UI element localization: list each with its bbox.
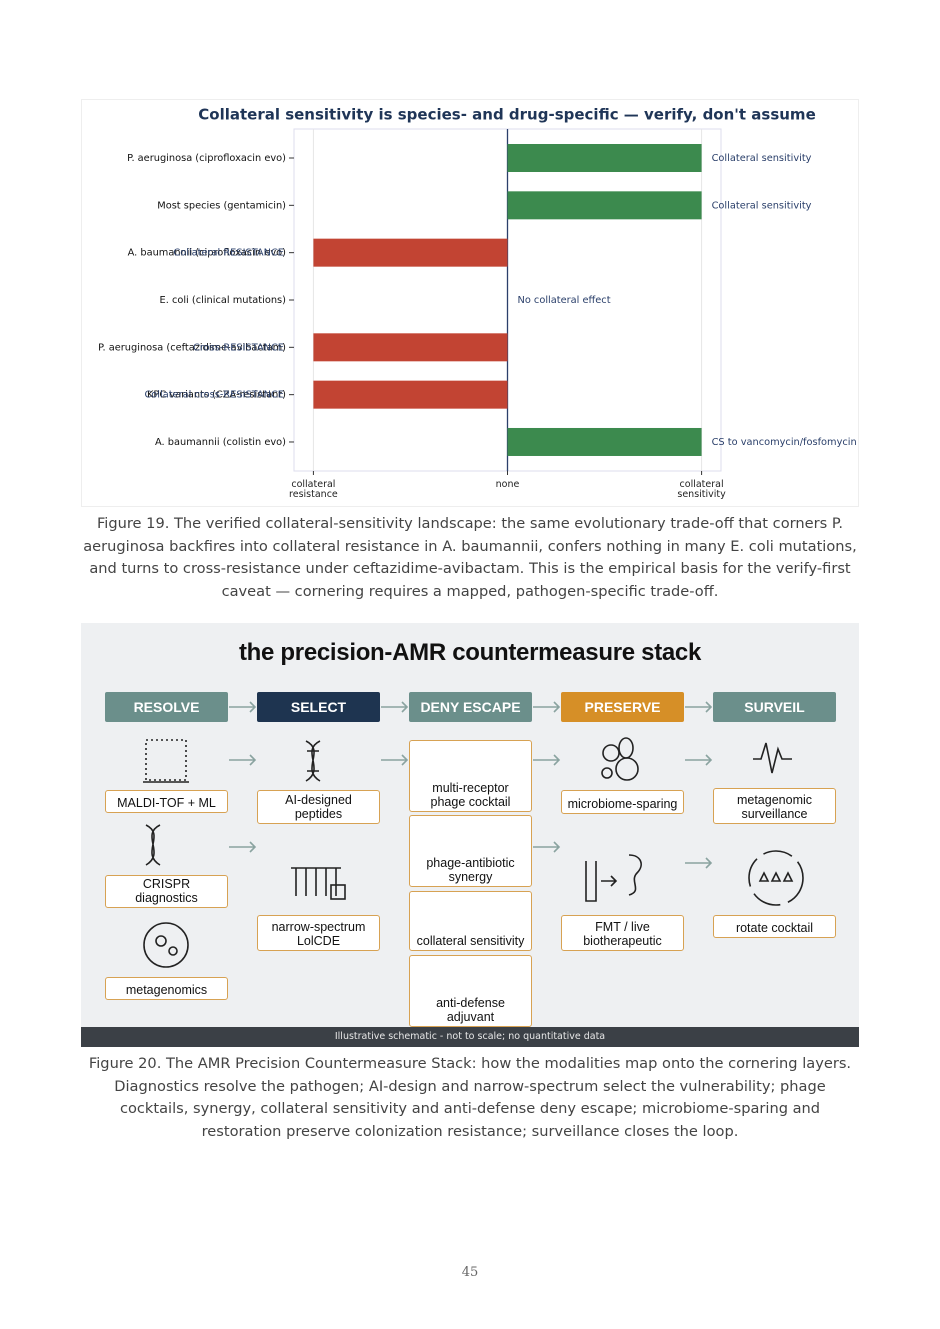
bar-annotation: Cross-RESISTANCE bbox=[193, 342, 284, 353]
bar-annotation: No collateral effect bbox=[518, 295, 611, 306]
bar-annotation: Collateral sensitivity bbox=[712, 153, 812, 164]
column-header: DENY ESCAPE bbox=[409, 692, 532, 722]
modality-box: microbiome-sparing bbox=[561, 790, 684, 814]
modality-box: narrow-spectrum LolCDE bbox=[257, 915, 380, 951]
modality-box: collateral sensitivity bbox=[409, 891, 532, 951]
modality-box: rotate cocktail bbox=[713, 915, 836, 938]
y-tick-label: E. coli (clinical mutations) bbox=[160, 295, 286, 306]
modality-box: anti-defense adjuvant bbox=[409, 955, 532, 1027]
arrows bbox=[229, 701, 713, 869]
y-tick-label: P. aeruginosa (ceftazidime-avibactam) bbox=[98, 342, 286, 353]
y-tick-label: P. aeruginosa (ciprofloxacin evo) bbox=[127, 153, 286, 164]
y-tick-label: A. baumannii (colistin evo) bbox=[155, 437, 286, 448]
x-tick-label: none bbox=[495, 479, 520, 490]
y-tick-label: Most species (gentamicin) bbox=[157, 200, 286, 211]
figure-caption: Figure 19. The verified collateral-sensi… bbox=[83, 515, 857, 600]
modality-box: CRISPR diagnostics bbox=[105, 875, 228, 908]
bar-annotation: CS to vancomycin/fosfomycin bbox=[712, 437, 857, 448]
modality-box: multi-receptor phage cocktail bbox=[409, 740, 532, 812]
column-header: SELECT bbox=[257, 692, 380, 722]
modality-box: FMT / live biotherapeutic bbox=[561, 915, 684, 951]
figure-caption: Figure 20. The AMR Precision Countermeas… bbox=[88, 1055, 852, 1140]
chart-title: Collateral sensitivity is species- and d… bbox=[198, 106, 816, 124]
modality-box: AI-designed peptides bbox=[257, 790, 380, 824]
chart: Collateral sensitivity is species- and d… bbox=[81, 99, 859, 507]
x-tick-label: collateral resistance bbox=[289, 479, 338, 500]
diagram: the precision-AMR countermeasure stack I… bbox=[81, 623, 859, 1047]
page-number: 45 bbox=[461, 1265, 479, 1280]
bar bbox=[507, 427, 702, 456]
column-header: SURVEIL bbox=[713, 692, 836, 722]
bar bbox=[313, 238, 508, 267]
modality-box: MALDI-TOF + ML bbox=[105, 790, 228, 813]
chart-plot: Collateral sensitivity is species- and d… bbox=[98, 106, 857, 475]
x-tick-label: collateral sensitivity bbox=[677, 479, 726, 500]
y-tick-label: A. baumannii (ciprofloxacin evo) bbox=[128, 248, 286, 259]
bar bbox=[313, 333, 508, 362]
bar-annotation: Collateral RESISTANCE bbox=[173, 248, 284, 259]
column-header: PRESERVE bbox=[561, 692, 684, 722]
diagram-title: the precision-AMR countermeasure stack bbox=[238, 639, 702, 666]
modality-box: phage-antibiotic synergy bbox=[409, 815, 532, 887]
bar-annotation: Collateral cross-RESISTANCE bbox=[144, 390, 284, 401]
bar bbox=[507, 144, 702, 172]
y-tick-label: KPC variants (CZA-resistant) bbox=[147, 390, 286, 401]
bar-annotation: Collateral sensitivity bbox=[712, 200, 812, 211]
modality-box: metagenomic surveillance bbox=[713, 788, 836, 824]
diagram-footer: Illustrative schematic - not to scale; n… bbox=[81, 1027, 859, 1047]
column-header: RESOLVE bbox=[105, 692, 228, 722]
modality-box: metagenomics bbox=[105, 977, 228, 1000]
bar bbox=[313, 380, 508, 409]
bar bbox=[507, 191, 702, 220]
